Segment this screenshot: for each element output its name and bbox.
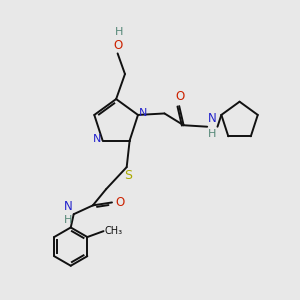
- Text: H: H: [115, 27, 123, 37]
- Text: O: O: [113, 39, 122, 52]
- Text: O: O: [176, 90, 185, 103]
- Text: H: H: [64, 215, 73, 225]
- Text: CH₃: CH₃: [105, 226, 123, 236]
- Text: S: S: [124, 169, 132, 182]
- Text: N: N: [93, 134, 101, 144]
- Text: O: O: [116, 196, 125, 209]
- Text: H: H: [208, 129, 216, 139]
- Text: N: N: [208, 112, 217, 125]
- Text: N: N: [64, 200, 73, 213]
- Text: N: N: [139, 109, 148, 118]
